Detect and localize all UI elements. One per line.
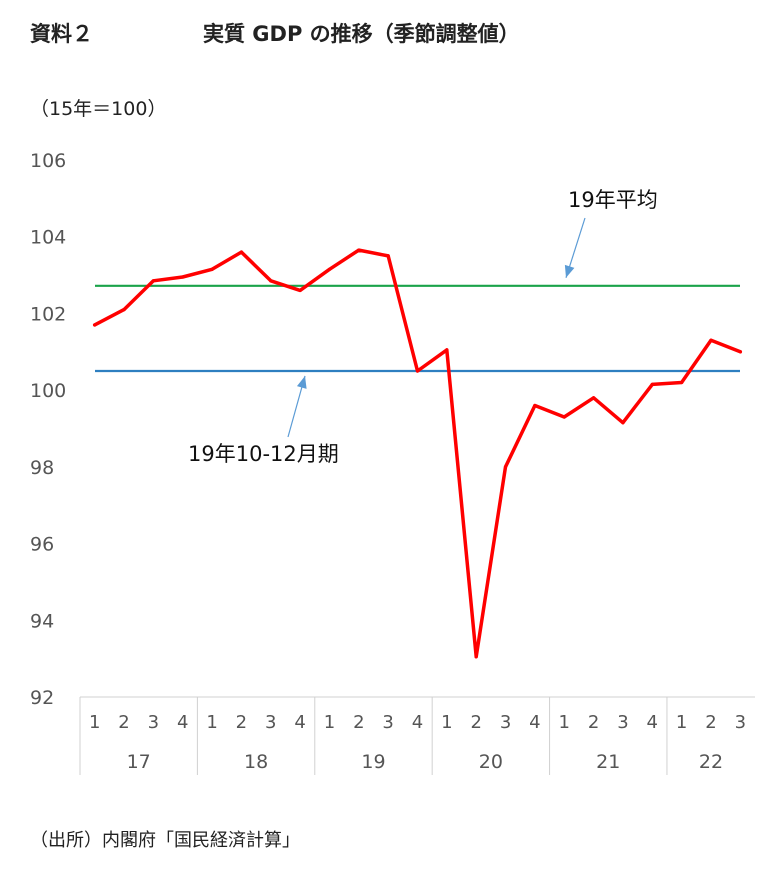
source-note: （出所）内閣府「国民経済計算」 <box>30 830 300 851</box>
quarter-tick-label: 4 <box>294 712 305 733</box>
quarter-tick-label: 4 <box>647 712 658 733</box>
data-point <box>533 403 537 408</box>
y-tick-label: 92 <box>30 687 54 709</box>
data-point <box>562 415 566 419</box>
series-layer <box>92 248 743 659</box>
q4-2019-annotation: 19年10-12月期 <box>188 442 339 466</box>
data-point <box>386 254 390 258</box>
quarter-tick-label: 2 <box>118 712 129 733</box>
quarter-tick-label: 1 <box>324 712 335 733</box>
data-point <box>680 380 684 385</box>
quarter-tick-label: 1 <box>559 712 570 733</box>
y-tick-label: 102 <box>30 303 66 325</box>
quarter-tick-label: 1 <box>441 712 452 733</box>
quarter-tick-label: 4 <box>412 712 423 733</box>
quarter-tick-label: 2 <box>236 712 247 733</box>
quarter-tick-label: 2 <box>353 712 364 733</box>
avg-2019-annotation: 19年平均 <box>568 188 658 212</box>
data-point <box>445 348 449 352</box>
y-tick-label: 98 <box>30 457 54 479</box>
data-point <box>122 307 126 312</box>
quarter-tick-label: 1 <box>206 712 217 733</box>
year-label: 20 <box>479 751 503 773</box>
quarter-tick-label: 2 <box>470 712 481 733</box>
annotations: 19年平均 19年10-12月期 <box>188 188 658 466</box>
data-point <box>181 275 185 279</box>
quarter-tick-label: 3 <box>500 712 511 733</box>
data-point <box>650 382 654 386</box>
reference-lines <box>95 284 740 373</box>
quarter-tick-label: 2 <box>705 712 716 733</box>
year-label: 21 <box>596 751 620 773</box>
data-point <box>503 465 508 469</box>
quarter-tick-label: 3 <box>148 712 159 733</box>
quarter-tick-label: 2 <box>588 712 599 733</box>
data-point <box>738 350 742 354</box>
y-tick-label: 100 <box>30 380 66 402</box>
year-label: 17 <box>127 751 151 773</box>
q4-2019-arrow-head <box>296 375 307 389</box>
quarter-tick-label: 4 <box>529 712 540 733</box>
y-tick-label: 94 <box>30 610 54 632</box>
data-point <box>239 250 244 254</box>
data-point <box>93 323 97 327</box>
data-point <box>269 279 273 283</box>
y-tick-label: 96 <box>30 534 54 556</box>
quarter-tick-label: 3 <box>735 712 746 733</box>
avg-2019-arrow-head <box>564 264 575 278</box>
data-point <box>151 279 155 283</box>
data-point <box>474 655 478 659</box>
data-point <box>327 267 332 271</box>
quarter-tick-label: 3 <box>382 712 393 733</box>
year-label: 18 <box>244 751 268 773</box>
y-tick-label: 104 <box>30 227 66 249</box>
data-point <box>298 288 302 293</box>
unit-note: （15年＝100） <box>30 98 167 120</box>
data-point <box>591 396 596 400</box>
quarter-tick-label: 3 <box>265 712 276 733</box>
quarter-tick-label: 3 <box>617 712 628 733</box>
quarter-tick-label: 4 <box>177 712 188 733</box>
y-tick-label: 106 <box>30 150 66 172</box>
data-point <box>210 267 214 271</box>
figure-number: 資料２ <box>30 22 93 46</box>
data-point <box>709 338 713 342</box>
data-point <box>415 369 420 373</box>
data-point <box>621 421 625 425</box>
quarter-tick-label: 1 <box>89 712 100 733</box>
data-point <box>357 248 361 252</box>
year-label: 19 <box>361 751 385 773</box>
year-label: 22 <box>699 751 723 773</box>
quarter-tick-label: 1 <box>676 712 687 733</box>
chart-title: 実質 GDP の推移（季節調整値） <box>203 22 520 46</box>
